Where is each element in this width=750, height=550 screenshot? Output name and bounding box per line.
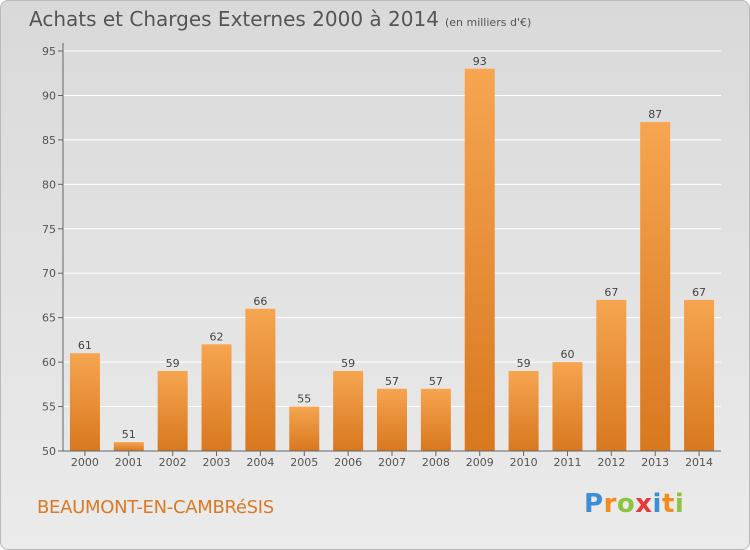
y-tick-label: 95: [42, 45, 56, 58]
bar: [420, 388, 451, 451]
y-tick-label: 70: [42, 267, 56, 280]
x-tick-label: 2009: [466, 456, 494, 469]
x-tick-label: 2010: [510, 456, 538, 469]
y-tick-label: 90: [42, 89, 56, 102]
logo-letter: x: [635, 489, 653, 519]
x-tick-label: 2001: [115, 456, 143, 469]
bar: [684, 299, 715, 451]
bar-value-label: 59: [517, 357, 531, 370]
x-tick-label: 2007: [378, 456, 406, 469]
bar-value-label: 87: [648, 108, 662, 121]
bar: [464, 68, 495, 452]
bar-value-label: 59: [341, 357, 355, 370]
chart-unit-label: (en milliers d'€): [444, 16, 532, 29]
logo-letter: o: [616, 489, 636, 519]
y-tick-label: 50: [42, 445, 56, 458]
x-tick-label: 2012: [597, 456, 625, 469]
bar-value-label: 59: [166, 357, 180, 370]
bar: [69, 353, 100, 451]
x-tick-label: 2014: [685, 456, 713, 469]
x-tick-label: 2004: [246, 456, 274, 469]
bar-value-label: 61: [78, 339, 92, 352]
x-tick-label: 2006: [334, 456, 362, 469]
bar-value-label: 51: [122, 428, 136, 441]
x-tick-label: 2008: [422, 456, 450, 469]
bar: [552, 362, 583, 451]
logo-letter: t: [661, 489, 675, 519]
bar: [201, 344, 232, 451]
bar: [289, 406, 320, 451]
x-tick-label: 2002: [159, 456, 187, 469]
bar: [245, 308, 276, 451]
y-tick-label: 55: [42, 401, 56, 414]
logo-letter: i: [652, 489, 662, 519]
proxiti-logo[interactable]: Proxiti: [584, 489, 684, 519]
chart-title: Achats et Charges Externes 2000 à 2014 (e…: [29, 7, 531, 31]
bar: [508, 371, 539, 451]
bar-value-label: 93: [473, 55, 487, 68]
bar-value-label: 62: [210, 330, 224, 343]
bar: [377, 388, 407, 451]
logo-letter: P: [584, 489, 604, 519]
bar-value-label: 60: [560, 348, 574, 361]
y-tick-label: 60: [42, 356, 56, 369]
axes: [58, 43, 721, 456]
bar: [157, 371, 188, 451]
bar: [640, 122, 671, 451]
y-tick-label: 65: [42, 312, 56, 325]
bars: [69, 68, 715, 452]
bar-value-label: 55: [297, 393, 311, 406]
bar: [596, 299, 627, 451]
logo-letter: i: [674, 489, 685, 519]
logo-letter: r: [603, 489, 617, 519]
bar: [333, 371, 364, 451]
y-tick-label: 85: [42, 134, 56, 147]
bar-value-label: 57: [429, 375, 443, 388]
x-tick-label: 2013: [641, 456, 669, 469]
x-tick-label: 2005: [290, 456, 318, 469]
x-tick-label: 2011: [553, 456, 581, 469]
bar-value-label: 66: [253, 295, 267, 308]
x-tick-label: 2000: [71, 456, 99, 469]
bar-value-label: 67: [604, 286, 618, 299]
y-tick-label: 75: [42, 223, 56, 236]
commune-name: BEAUMONT-EN-CAMBRéSIS: [37, 497, 274, 518]
bar: [113, 442, 144, 451]
labels: 50 55 60 65 70 75 80 85 90 95 61 2000 51 2001 59 2002 62…: [42, 45, 713, 469]
y-tick-label: 80: [42, 178, 56, 191]
bar-value-label: 67: [692, 286, 706, 299]
chart-title-text: Achats et Charges Externes 2000 à 2014: [29, 7, 439, 31]
bar-value-label: 57: [385, 375, 399, 388]
x-tick-label: 2003: [203, 456, 231, 469]
